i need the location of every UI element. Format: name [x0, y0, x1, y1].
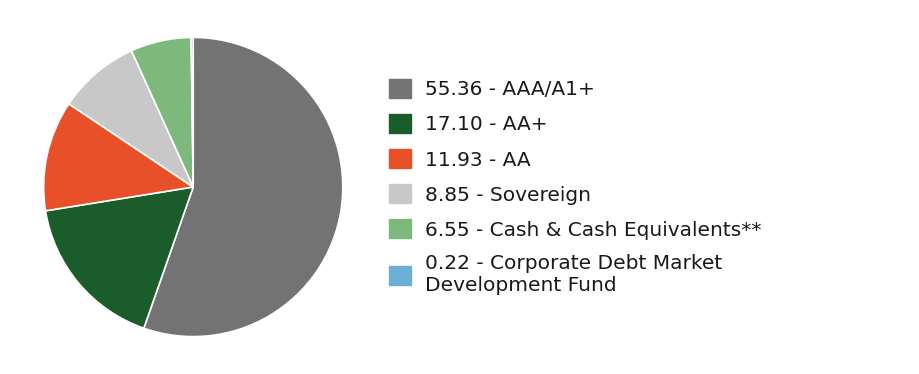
- Wedge shape: [45, 187, 193, 328]
- Wedge shape: [131, 37, 193, 187]
- Wedge shape: [143, 37, 343, 337]
- Wedge shape: [43, 104, 193, 211]
- Wedge shape: [191, 37, 193, 187]
- Legend: 55.36 - AAA/A1+, 17.10 - AA+, 11.93 - AA, 8.85 - Sovereign, 6.55 - Cash & Cash E: 55.36 - AAA/A1+, 17.10 - AA+, 11.93 - AA…: [389, 79, 761, 295]
- Wedge shape: [69, 51, 193, 187]
